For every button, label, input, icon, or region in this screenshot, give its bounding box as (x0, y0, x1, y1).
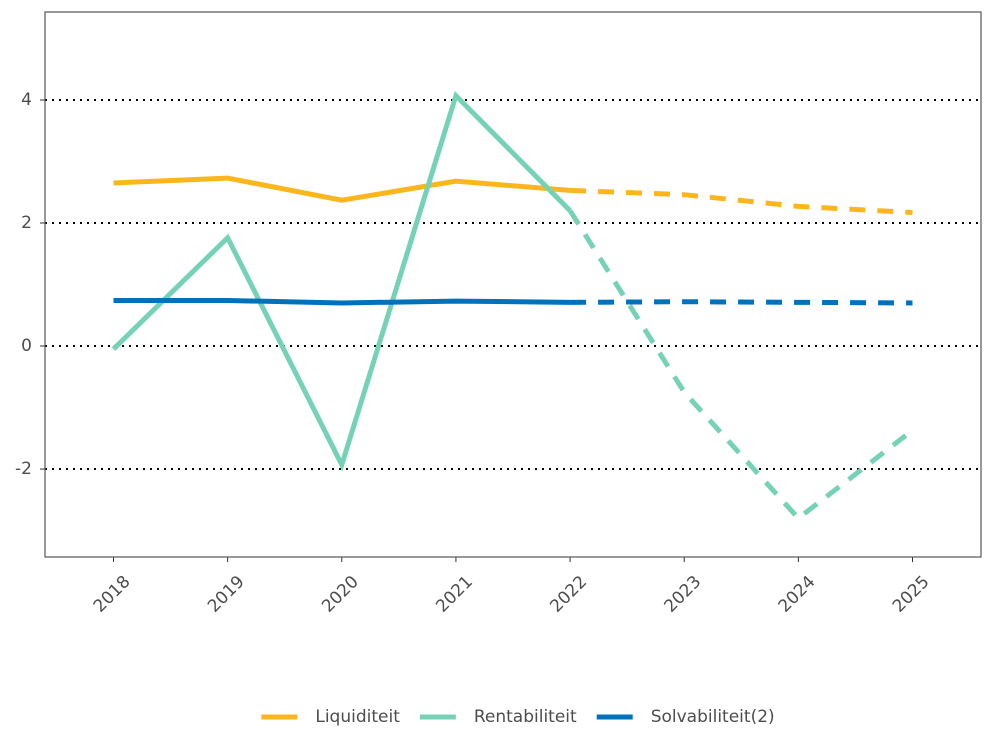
series-line (113, 297, 571, 306)
x-tick-label: 2022 (546, 572, 591, 617)
x-tick-label: 2023 (661, 572, 706, 617)
legend: Liquiditeit Rentabiliteit Solvabiliteit(2) (261, 707, 775, 727)
plot-border (44, 11, 982, 558)
series-line (570, 299, 913, 306)
y-tick-label: 0 (21, 336, 32, 356)
x-tick-label: 2024 (775, 572, 820, 617)
y-tick-label: 2 (21, 213, 32, 233)
x-tick-label: 2018 (90, 572, 135, 617)
x-tick-label: 2021 (432, 572, 477, 617)
series-line (567, 209, 915, 522)
legend-label: Solvabiliteit(2) (651, 707, 775, 727)
y-tick-label: -2 (15, 459, 32, 479)
legend-label: Liquiditeit (315, 707, 400, 727)
x-tick-label: 2025 (889, 572, 934, 617)
x-tick-label: 2019 (204, 572, 249, 617)
y-tick-label: 4 (21, 90, 32, 110)
x-tick-label: 2020 (318, 572, 363, 617)
legend-label: Rentabiliteit (474, 707, 577, 727)
series-line (111, 90, 572, 472)
series-line (113, 175, 571, 203)
series-line (569, 187, 913, 216)
